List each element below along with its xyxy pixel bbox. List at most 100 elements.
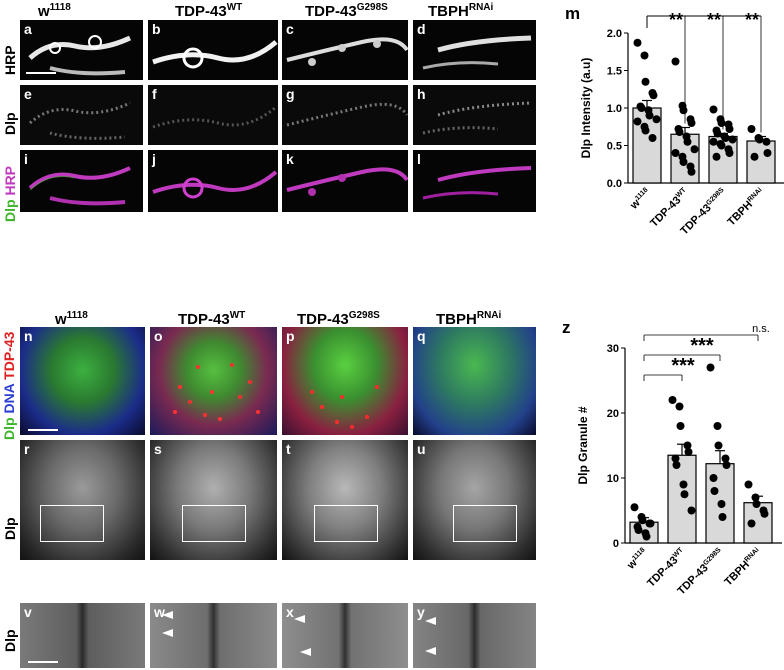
data-point	[713, 129, 722, 138]
data-point	[752, 500, 761, 508]
panel-l: l	[413, 150, 536, 212]
panel-y: y	[413, 603, 536, 668]
scale-bar	[26, 72, 56, 74]
panel-k: k	[282, 150, 408, 212]
x-tick-label: TBPHRNAi	[725, 187, 767, 229]
panel-s: s	[150, 440, 277, 560]
data-point	[725, 125, 734, 133]
panel-c: c	[282, 20, 408, 80]
panel-b: b	[148, 20, 278, 80]
data-point	[722, 461, 731, 469]
chart-m: 0.0 0.5 1.0 1.5 2.0 Dlp Intensity (a.u) w1118 T…	[579, 10, 784, 237]
panel-x: x	[282, 603, 408, 668]
data-point	[717, 141, 726, 150]
data-point	[728, 135, 737, 144]
row-label-dlp-1: Dlp	[2, 517, 18, 540]
data-point	[641, 126, 650, 135]
data-point	[683, 441, 692, 450]
data-point	[680, 490, 689, 499]
data-point	[675, 402, 684, 411]
panel-t: t	[282, 440, 408, 560]
panel-w: w	[150, 603, 277, 668]
data-point	[671, 454, 680, 463]
panel-p: p	[282, 327, 408, 435]
zoom-box	[314, 505, 378, 542]
data-point	[649, 91, 658, 100]
arrowhead-icon	[300, 648, 311, 656]
panel-letter: s	[154, 441, 162, 457]
data-point	[747, 125, 756, 133]
data-point	[717, 500, 726, 508]
panel-letter: x	[286, 604, 294, 620]
data-point	[713, 422, 722, 430]
col-header-bottom-3: TBPHRNAi	[436, 310, 502, 328]
data-point	[687, 506, 696, 515]
data-point	[679, 106, 688, 115]
panel-letter: d	[417, 21, 426, 37]
y-tick-label: 1.5	[607, 66, 622, 78]
data-point	[684, 448, 693, 456]
zoom-box	[182, 505, 246, 542]
data-point	[710, 487, 719, 495]
col-header-top-3: TBPHRNAi	[428, 2, 494, 20]
data-point	[762, 137, 771, 146]
data-point	[638, 516, 647, 525]
panel-u: u	[413, 440, 536, 560]
data-point	[679, 480, 688, 489]
data-point	[645, 111, 654, 120]
panel-letter: e	[24, 86, 32, 102]
data-point	[675, 128, 684, 136]
significance-stars: ***	[671, 355, 695, 377]
row-label-dlp-2: Dlp	[2, 629, 18, 652]
data-point	[652, 115, 661, 124]
y-tick-label: 10	[607, 473, 619, 485]
data-point	[648, 134, 657, 142]
x-tick-label: w1118	[624, 547, 650, 573]
panel-letter: f	[152, 86, 157, 102]
data-point	[671, 149, 680, 157]
x-tick-label: TDP-43G298S	[675, 546, 726, 597]
panel-letter: g	[286, 86, 295, 102]
arrowhead-icon	[425, 647, 436, 655]
x-tick-label: w1118	[627, 187, 653, 213]
bar	[667, 454, 697, 544]
panel-h: h	[413, 85, 536, 145]
data-point	[671, 57, 680, 66]
panel-i: i	[20, 150, 143, 212]
y-tick-label: 0	[613, 538, 619, 550]
col-header-top-2: TDP-43G298S	[305, 2, 388, 20]
y-tick-label: 0.0	[607, 178, 622, 190]
data-point	[633, 117, 642, 126]
data-point	[687, 119, 696, 127]
data-point	[683, 137, 692, 146]
data-point	[718, 513, 727, 521]
significance-stars: **	[669, 10, 683, 30]
panel-letter: k	[286, 151, 294, 167]
col-header-bottom-2: TDP-43G298S	[297, 310, 380, 328]
panel-n: n	[20, 327, 145, 435]
data-point	[672, 461, 681, 469]
panel-v: v	[20, 603, 145, 668]
panel-letter: p	[286, 328, 295, 344]
data-point	[709, 105, 718, 114]
panel-e: e	[20, 85, 143, 145]
panel-letter: b	[152, 21, 161, 37]
arrowhead-icon	[294, 615, 305, 623]
zoom-box	[40, 505, 104, 542]
arrowhead-icon	[162, 629, 173, 637]
y-tick-label: 2.0	[607, 28, 622, 40]
col-header-bottom-1: TDP-43WT	[178, 310, 246, 328]
panel-letter: h	[417, 86, 426, 102]
significance-stars: **	[745, 10, 759, 30]
data-point	[634, 526, 643, 534]
panel-q: q	[413, 327, 536, 435]
data-point	[687, 167, 696, 176]
arrowhead-icon	[425, 617, 436, 625]
col-header-top-1: TDP-43WT	[175, 2, 243, 20]
panel-letter: l	[417, 151, 421, 167]
zoom-box	[453, 505, 517, 542]
chart-letter-m: m	[565, 4, 581, 23]
data-point	[706, 363, 715, 372]
data-point	[709, 137, 718, 146]
